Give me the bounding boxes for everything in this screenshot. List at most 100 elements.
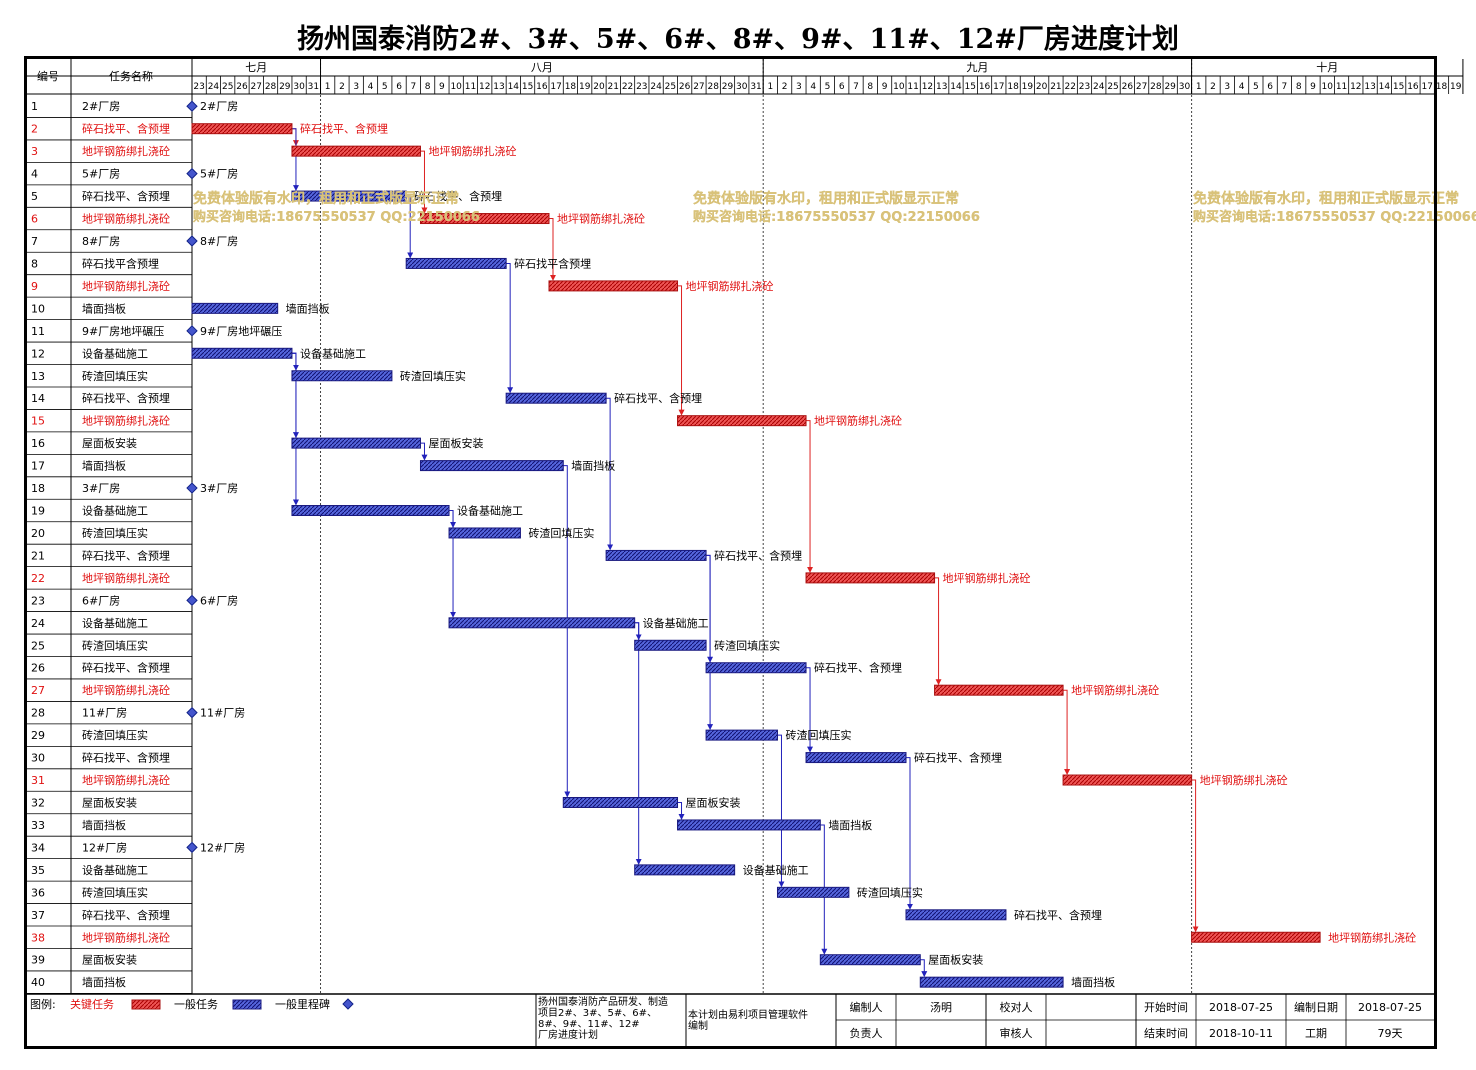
- dependency-link: [449, 510, 457, 618]
- milestone-label: 2#厂房: [200, 100, 238, 113]
- day-label: 2: [339, 82, 345, 92]
- day-label: 24: [208, 82, 220, 92]
- month-label: 十月: [1316, 60, 1338, 74]
- dependency-link: [634, 622, 642, 865]
- task-name: 3#厂房: [82, 482, 120, 495]
- task-id: 18: [31, 482, 45, 495]
- dependency-link: [291, 352, 299, 506]
- day-label: 25: [1107, 82, 1118, 92]
- bar-label: 地坪钢筋绑扎浇砼: [557, 212, 645, 226]
- task-name: 碎石找平含预埋: [82, 256, 159, 270]
- task-name: 地坪钢筋绑扎浇砼: [82, 279, 170, 293]
- day-label: 4: [810, 82, 816, 92]
- task-id: 27: [31, 684, 45, 697]
- milestone-marker: [186, 235, 198, 247]
- task-id: 19: [31, 505, 45, 518]
- day-label: 17: [550, 82, 561, 92]
- day-label: 27: [693, 82, 704, 92]
- bar-label: 碎石找平、含预埋: [914, 751, 1002, 765]
- task-name: 12#厂房: [82, 841, 127, 854]
- bar-label: 地坪钢筋绑扎浇砼: [686, 279, 774, 293]
- day-label: 12: [922, 82, 933, 92]
- task-bar: [605, 549, 707, 561]
- task-bar: [405, 257, 507, 269]
- dependency-link: [906, 757, 913, 910]
- dependency-link: [606, 397, 614, 551]
- day-label: 10: [893, 82, 905, 92]
- task-name: 设备基础施工: [82, 863, 148, 877]
- task-id: 40: [31, 976, 45, 989]
- critical-task-bar: [934, 684, 1064, 696]
- bar-label: 碎石找平、含预埋: [614, 391, 702, 405]
- task-bar: [776, 886, 850, 898]
- dependency-link: [806, 420, 814, 573]
- day-label: 11: [465, 82, 476, 92]
- watermark-text: 购买咨询电话:18675550537 QQ:22150066: [193, 209, 480, 225]
- task-id: 26: [31, 662, 45, 675]
- watermark-text: 免费体验版有水印，租用和正式版显示正常: [1193, 190, 1459, 207]
- watermark-text: 购买咨询电话:18675550537 QQ:22150066: [1193, 209, 1476, 225]
- watermark-text: 免费体验版有水印，租用和正式版显示正常: [1193, 190, 1459, 207]
- day-label: 10: [1322, 82, 1334, 92]
- task-name: 地坪钢筋绑扎浇砼: [82, 571, 170, 585]
- task-id: 30: [31, 752, 45, 765]
- task-id: 7: [31, 235, 38, 248]
- bar-label: 碎石找平、含预埋: [1014, 908, 1102, 922]
- day-label: 16: [536, 82, 548, 92]
- dependency-link: [291, 352, 299, 439]
- outer-frame: [24, 56, 1437, 1049]
- day-label: 25: [665, 82, 676, 92]
- task-id: 29: [31, 729, 45, 742]
- task-bars: 2#厂房碎石找平、含预埋地坪钢筋绑扎浇砼5#厂房碎石找平、含预埋地坪钢筋绑扎浇砼…: [186, 100, 1416, 989]
- day-label: 2: [782, 82, 788, 92]
- task-name: 碎石找平、含预埋: [82, 751, 170, 765]
- task-bar: [562, 796, 679, 808]
- task-id: 24: [31, 617, 45, 630]
- milestone-marker: [186, 594, 198, 607]
- day-label: 1: [325, 82, 331, 92]
- bar-label: 砖渣回填压实: [400, 369, 466, 383]
- day-label: 19: [1450, 82, 1462, 92]
- watermark-text: 免费体验版有水印，租用和正式版显示正常: [693, 190, 959, 207]
- day-label: 7: [1282, 82, 1288, 92]
- dependency-link: [449, 510, 457, 528]
- end-value: 2018-10-11: [1209, 1027, 1273, 1040]
- plan-note: 本计划由易利项目管理软件: [688, 1008, 808, 1021]
- bar-label: 碎石找平、含预埋: [300, 122, 388, 136]
- watermark-text: 购买咨询电话:18675550537 QQ:22150066: [693, 209, 980, 225]
- project-name: 厂房进度计划: [538, 1028, 598, 1041]
- month-label: 九月: [966, 61, 988, 74]
- dependency-link: [420, 150, 428, 214]
- day-label: 11: [1336, 82, 1347, 92]
- bar-label: 地坪钢筋绑扎浇砼: [1200, 773, 1288, 787]
- watermark-text: 购买咨询电话:18675550537 QQ:22150066: [693, 209, 980, 225]
- task-bar: [819, 954, 921, 966]
- day-label: 6: [396, 82, 402, 92]
- legend-milestone-label: 一般里程碑: [275, 998, 330, 1011]
- day-label: 16: [1407, 82, 1419, 92]
- critical-task-bar: [677, 415, 807, 427]
- task-name: 设备基础施工: [82, 504, 148, 518]
- bar-label: 砖渣回填压实: [785, 728, 851, 742]
- dependency-link: [549, 218, 556, 281]
- watermark-text: 免费体验版有水印，租用和正式版显示正常: [693, 190, 959, 207]
- task-id: 3: [31, 145, 38, 158]
- day-label: 13: [493, 82, 504, 92]
- month-label: 八月: [531, 61, 553, 74]
- task-id: 20: [31, 527, 45, 540]
- task-id: 21: [31, 549, 45, 562]
- legend-critical-label: 关键任务: [70, 997, 114, 1011]
- day-label: 27: [1136, 82, 1147, 92]
- task-bar: [705, 729, 778, 741]
- legend-critical-swatch: [131, 999, 161, 1010]
- watermark-text: 免费体验版有水印，租用和正式版显示正常: [693, 190, 959, 207]
- dependency-link: [634, 622, 642, 641]
- day-label: 5: [1253, 82, 1259, 92]
- task-bar: [191, 302, 279, 314]
- bar-label: 碎石找平、含预埋: [414, 189, 502, 203]
- day-label: 16: [979, 82, 991, 92]
- task-id: 16: [31, 437, 45, 450]
- task-name: 砖渣回填压实: [82, 526, 148, 540]
- bar-label: 墙面挡板: [571, 459, 615, 473]
- task-bar: [419, 460, 564, 472]
